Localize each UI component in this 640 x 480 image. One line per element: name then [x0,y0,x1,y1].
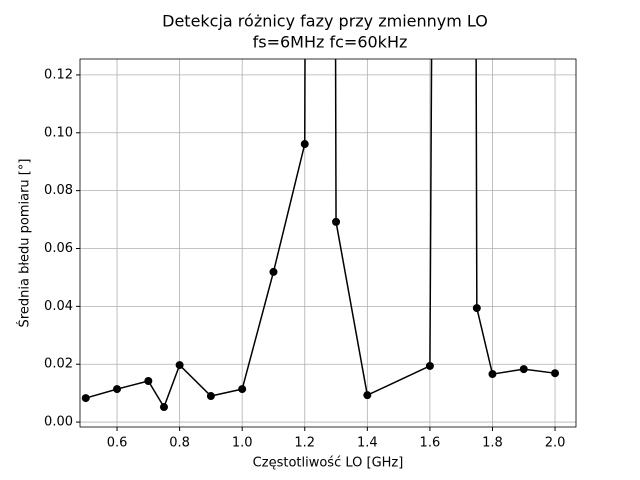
data-point [332,217,341,226]
data-point [551,369,560,378]
y-axis-label: Średnia błedu pomiaru [°] [17,159,33,328]
y-tick-label: 0.00 [44,415,73,430]
data-point [238,385,247,394]
chart-subtitle: fs=6MHz fc=60kHz [253,33,408,52]
data-point [488,370,497,379]
y-tick-label: 0.06 [44,241,73,256]
data-point [363,391,372,400]
y-tick-label: 0.12 [44,67,73,82]
data-point [425,361,434,370]
data-point [206,392,215,401]
plot-area [81,59,560,412]
y-tick-label: 0.08 [44,183,73,198]
data-point [300,140,309,149]
x-tick-label: 1.8 [482,436,503,451]
data-point [159,403,168,412]
data-point [144,377,153,385]
data-point [472,304,481,313]
x-axis-label: Częstotliwość LO [GHz] [253,456,404,471]
x-tick-label: 1.4 [357,436,378,451]
data-point [113,385,122,394]
data-point [519,365,528,374]
x-tick-label: 0.8 [169,436,190,451]
chart-title: Detekcja różnicy fazy przy zmiennym LO [162,12,488,31]
x-tick-label: 0.6 [107,436,128,451]
data-point [269,267,278,276]
y-tick-label: 0.10 [44,125,73,140]
x-tick-label: 2.0 [545,436,566,451]
x-tick-label: 1.0 [232,436,253,451]
data-point [175,361,184,370]
plot-frame [79,58,577,428]
data-point [81,394,90,403]
y-tick-label: 0.04 [44,299,73,314]
x-tick-label: 1.6 [420,436,441,451]
data-line [85,59,556,409]
y-tick-label: 0.02 [44,357,73,372]
x-tick-label: 1.2 [294,436,315,451]
